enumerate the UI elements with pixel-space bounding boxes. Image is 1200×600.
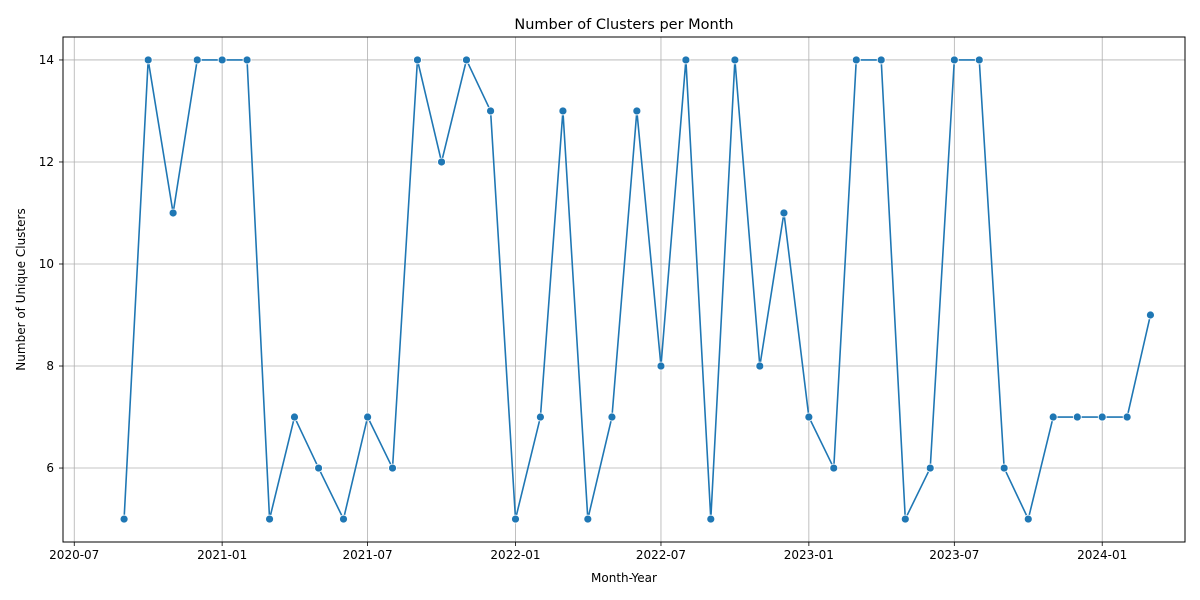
data-point — [192, 55, 202, 65]
data-point — [363, 412, 373, 422]
x-tick-label: 2022-07 — [636, 548, 686, 562]
x-axis-ticks: 2020-07 2021-01 2021-07 2022-01 2022-07 2023-… — [49, 542, 1127, 562]
x-tick-label: 2023-07 — [929, 548, 979, 562]
data-point — [339, 514, 348, 524]
y-tick-label: 12 — [39, 155, 54, 169]
data-point — [1122, 412, 1132, 422]
series-line — [123, 59, 1152, 520]
data-point — [119, 514, 129, 524]
data-point — [437, 157, 446, 167]
x-tick-label: 2020-07 — [49, 548, 99, 562]
data-point — [779, 208, 789, 218]
data-point — [511, 514, 520, 524]
data-point — [558, 106, 568, 116]
grid-lines — [63, 37, 1185, 542]
data-point — [388, 463, 397, 473]
data-point — [314, 463, 323, 473]
data-point — [730, 55, 740, 65]
y-tick-label: 6 — [46, 461, 54, 475]
data-point — [829, 463, 839, 473]
data-point — [925, 463, 935, 473]
y-tick-label: 10 — [39, 257, 54, 271]
data-point — [706, 514, 716, 524]
data-point — [656, 361, 666, 371]
data-point — [755, 361, 765, 371]
data-point — [1146, 310, 1155, 320]
data-point — [168, 208, 178, 218]
x-tick-label: 2021-01 — [197, 548, 247, 562]
data-point — [900, 514, 910, 524]
data-point — [217, 55, 227, 65]
chart-title: Number of Clusters per Month — [514, 17, 733, 33]
data-point — [876, 55, 886, 65]
x-tick-label: 2022-01 — [490, 548, 540, 562]
x-axis-title: Month-Year — [591, 571, 657, 585]
data-point — [999, 463, 1009, 473]
data-point — [607, 412, 617, 422]
plot-frame — [62, 36, 1186, 543]
data-point — [486, 106, 495, 116]
data-point — [536, 412, 545, 422]
series-group — [119, 55, 1155, 524]
data-point — [1023, 514, 1033, 524]
data-point — [974, 55, 984, 65]
y-tick-label: 8 — [46, 359, 54, 373]
data-point — [949, 55, 959, 65]
x-tick-label: 2024-01 — [1077, 548, 1127, 562]
y-axis-title: Number of Unique Clusters — [14, 208, 28, 370]
data-point — [413, 55, 422, 65]
data-point — [632, 106, 642, 116]
data-point — [681, 55, 691, 65]
data-point — [462, 55, 471, 65]
data-point — [1097, 412, 1107, 422]
data-point — [804, 412, 814, 422]
data-point — [851, 55, 861, 65]
data-point — [143, 55, 153, 65]
data-point — [583, 514, 593, 524]
x-tick-label: 2021-07 — [343, 548, 393, 562]
data-point — [265, 514, 274, 524]
y-tick-label: 14 — [39, 53, 54, 67]
y-axis-ticks: 6 8 10 12 14 — [39, 53, 63, 475]
data-point — [242, 55, 252, 65]
data-point — [290, 412, 299, 422]
data-point — [1048, 412, 1058, 422]
data-point — [1072, 412, 1082, 422]
x-tick-label: 2023-01 — [784, 548, 834, 562]
